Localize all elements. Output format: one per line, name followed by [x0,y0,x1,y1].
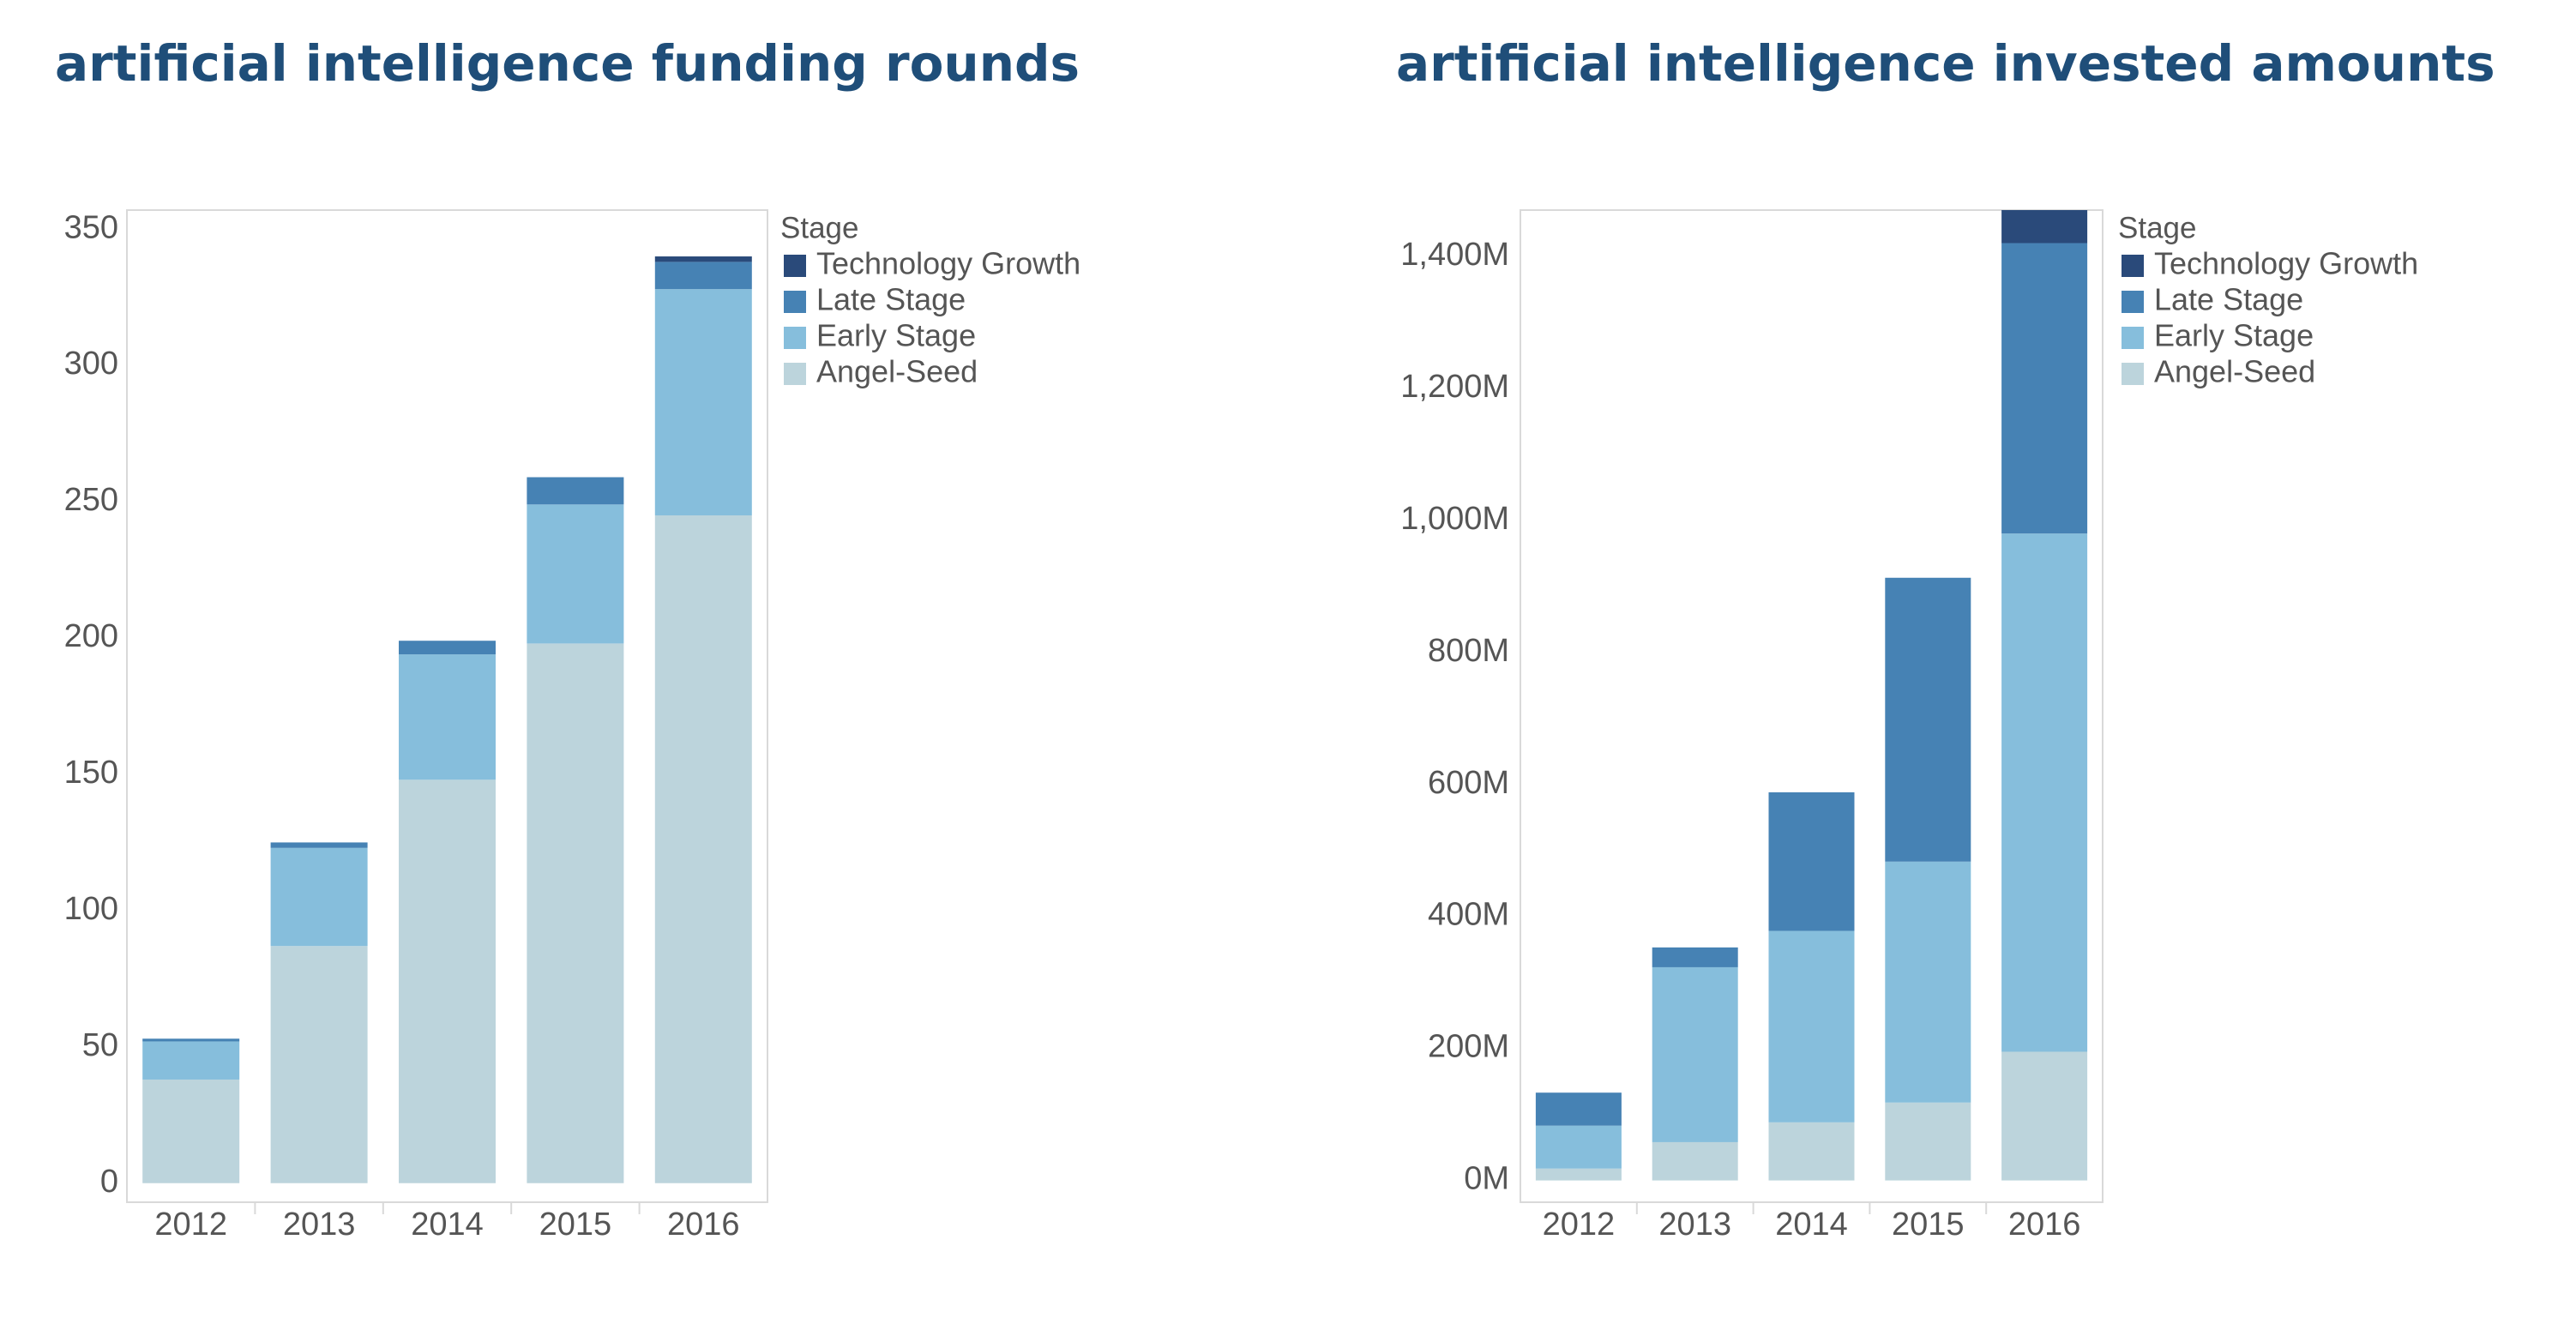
chart-title-funding-rounds: artificial intelligence funding rounds [55,34,1080,93]
bar-segment-angel-seed-2016 [2001,1051,2088,1181]
bar-segment-late-stage-2014 [1768,791,1855,931]
y-tick-label: 100 [64,891,118,927]
legend-swatch-technology-growth [2122,255,2144,277]
bar-segment-angel-seed-2015 [527,643,624,1183]
y-tick-label: 600M [1428,765,1509,801]
legend-swatch-angel-seed [784,363,806,385]
legend-title: Stage [2118,211,2196,244]
bar-segment-angel-seed-2013 [1652,1141,1738,1181]
chart-title-invested-amounts: artificial intelligence invested amounts [1396,34,2495,93]
bar-segment-late-stage-2016 [654,262,752,290]
bar-segment-late-stage-2013 [1652,947,1738,967]
legend-swatch-technology-growth [784,255,806,277]
chart-2: 0M 200M 400M 600M 800M 1,000M 1,200M 1,400M 2012… [1400,209,2418,1243]
legend-label: Early Stage [2154,318,2314,353]
bar-segment-early-stage-2012 [1535,1125,1622,1169]
legend-swatch-late-stage [2122,291,2144,313]
legend-swatch-early-stage [2122,327,2144,349]
bar-segment-early-stage-2013 [270,847,368,947]
bar-segment-late-stage-2016 [2001,243,2088,534]
y-tick-label: 300 [64,346,118,382]
bar-segment-early-stage-2015 [527,504,624,644]
legend-label: Early Stage [816,318,976,353]
legend-label: Late Stage [816,282,966,317]
bar-segment-late-stage-2012 [1535,1092,1622,1126]
bar-segment-early-stage-2012 [142,1041,240,1080]
bar-segment-early-stage-2014 [399,654,496,780]
legend-title: Stage [780,211,858,244]
bar-segment-late-stage-2012 [142,1038,240,1042]
y-tick-label: 0 [100,1164,118,1200]
legend-label: Angel-Seed [2154,354,2315,389]
x-tick-label: 2015 [539,1207,612,1243]
legend-swatch-early-stage [784,327,806,349]
x-tick-label: 2013 [1658,1207,1731,1243]
bar-segment-late-stage-2013 [270,842,368,848]
bar-segment-angel-seed-2014 [399,779,496,1183]
bar-segment-late-stage-2014 [399,641,496,655]
legend-swatch-late-stage [784,291,806,313]
y-tick-label: 50 [82,1027,118,1063]
bar-segment-angel-seed-2016 [654,515,752,1183]
x-tick-label: 2015 [1892,1207,1965,1243]
y-tick-label: 0M [1464,1161,1509,1197]
x-tick-label: 2016 [667,1207,740,1243]
y-tick-label: 150 [64,755,118,791]
bar-segment-late-stage-2015 [1885,577,1971,862]
legend-label: Technology Growth [816,246,1080,281]
y-tick-label: 250 [64,482,118,518]
bar-segment-angel-seed-2014 [1768,1122,1855,1181]
legend-label: Late Stage [2154,282,2303,317]
plot-frame [126,209,768,1203]
y-tick-label: 200M [1428,1029,1509,1065]
chart-1: 0 50 100 150 200 250 300 350 2012 2013 2014 2015 201… [64,209,1080,1243]
legend-label: Technology Growth [2154,246,2418,281]
plot-frame [1520,209,2104,1203]
bar-segment-technology-growth-2016 [2001,210,2088,244]
y-tick-label: 200 [64,618,118,654]
bar-segment-early-stage-2014 [1768,930,1855,1122]
x-tick-label: 2016 [2008,1207,2081,1243]
bar-segment-early-stage-2016 [654,289,752,515]
bar-segment-technology-growth-2016 [654,256,752,262]
y-tick-label: 1,200M [1400,369,1509,405]
bar-segment-angel-seed-2013 [270,946,368,1183]
x-tick-label: 2013 [283,1207,356,1243]
y-tick-label: 400M [1428,897,1509,933]
x-tick-label: 2012 [1543,1207,1616,1243]
bar-segment-angel-seed-2012 [1535,1168,1622,1181]
bar-segment-early-stage-2015 [1885,861,1971,1103]
bar-segment-early-stage-2013 [1652,966,1738,1142]
y-tick-label: 1,400M [1400,237,1509,273]
bar-segment-late-stage-2015 [527,477,624,505]
y-tick-label: 350 [64,209,118,245]
legend-swatch-angel-seed [2122,363,2144,385]
x-tick-label: 2012 [154,1207,227,1243]
bar-segment-angel-seed-2012 [142,1079,240,1183]
x-tick-label: 2014 [411,1207,484,1243]
x-tick-label: 2014 [1775,1207,1848,1243]
y-tick-label: 800M [1428,633,1509,669]
y-tick-label: 1,000M [1400,501,1509,537]
bar-segment-angel-seed-2015 [1885,1102,1971,1181]
bar-segment-early-stage-2016 [2001,533,2088,1052]
legend-label: Angel-Seed [816,354,978,389]
